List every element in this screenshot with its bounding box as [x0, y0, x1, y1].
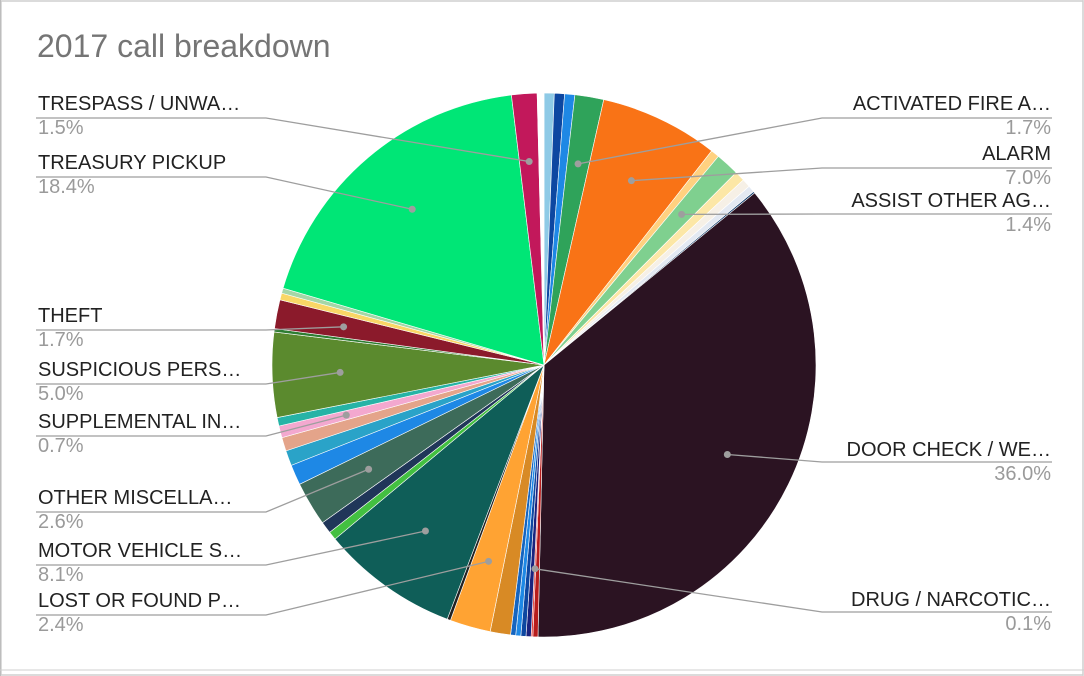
- label-percent: 2.4%: [38, 614, 84, 636]
- leader-dot: [627, 177, 635, 185]
- leader-line: [534, 568, 1052, 613]
- label-name: MOTOR VEHICLE S…: [38, 540, 243, 562]
- leader-line: [36, 530, 426, 566]
- label-percent: 1.4%: [1005, 214, 1051, 236]
- leader-dot: [531, 565, 539, 573]
- label-door-check: DOOR CHECK / WE… 36.0%: [847, 438, 1051, 486]
- label-name: ALARM: [982, 143, 1051, 165]
- leader-line: [631, 167, 1052, 182]
- leader-line: [36, 371, 341, 385]
- label-name: LOST OR FOUND P…: [38, 590, 241, 612]
- leader-line: [36, 560, 489, 616]
- label-percent: 2.6%: [38, 511, 84, 533]
- leader-dot: [365, 465, 373, 473]
- leader-line: [36, 414, 347, 437]
- leader-line: [36, 468, 369, 513]
- label-percent: 1.5%: [38, 117, 84, 139]
- label-name: DRUG / NARCOTIC…: [851, 589, 1051, 611]
- label-percent: 1.7%: [1005, 117, 1051, 139]
- label-name: THEFT: [38, 305, 103, 327]
- pie-slice[interactable]: [536, 92, 545, 366]
- chart-title: 2017 call breakdown: [37, 28, 331, 64]
- leader-dot: [574, 160, 582, 168]
- label-name: DOOR CHECK / WE…: [846, 439, 1051, 461]
- label-name: ACTIVATED FIRE A…: [852, 93, 1051, 115]
- leader-dot: [408, 205, 416, 213]
- label-treasury: TREASURY PICKUP 18.4%: [38, 151, 226, 199]
- leader-dot: [678, 210, 686, 218]
- label-percent: 0.7%: [38, 435, 84, 457]
- label-lost-found: LOST OR FOUND P… 2.4%: [38, 589, 241, 637]
- leader-line: [36, 117, 530, 163]
- label-supplemental: SUPPLEMENTAL IN… 0.7%: [38, 410, 241, 458]
- leader-dot: [421, 527, 429, 535]
- label-percent: 8.1%: [38, 564, 84, 586]
- leader-dot: [342, 411, 350, 419]
- label-other-misc: OTHER MISCELLA… 2.6%: [38, 486, 232, 534]
- label-percent: 7.0%: [1005, 167, 1051, 189]
- label-percent: 5.0%: [38, 383, 84, 405]
- label-percent: 0.1%: [1005, 613, 1051, 635]
- leader-line: [727, 453, 1052, 463]
- label-drug: DRUG / NARCOTIC… 0.1%: [851, 588, 1051, 636]
- label-percent: 18.4%: [38, 176, 95, 198]
- label-activated-fire: ACTIVATED FIRE A… 1.7%: [853, 92, 1051, 140]
- label-alarm: ALARM 7.0%: [982, 142, 1051, 190]
- label-theft: THEFT 1.7%: [38, 304, 102, 352]
- label-name: OTHER MISCELLA…: [38, 487, 233, 509]
- leader-line: [36, 176, 413, 210]
- leader-dot: [340, 323, 348, 331]
- leader-dot: [525, 158, 533, 166]
- leader-dot: [723, 450, 731, 458]
- pie-slice[interactable]: [537, 192, 817, 638]
- label-assist-other: ASSIST OTHER AG… 1.4%: [851, 189, 1051, 237]
- label-percent: 1.7%: [38, 329, 84, 351]
- leader-dot: [336, 368, 344, 376]
- label-trespass: TRESPASS / UNWA… 1.5%: [38, 92, 240, 140]
- pie-slice[interactable]: [282, 94, 545, 366]
- label-name: TRESPASS / UNWA…: [38, 93, 241, 115]
- label-name: ASSIST OTHER AG…: [851, 190, 1051, 212]
- label-suspicious: SUSPICIOUS PERS… 5.0%: [38, 358, 241, 406]
- label-name: SUPPLEMENTAL IN…: [38, 411, 242, 433]
- leader-line: [36, 326, 344, 331]
- label-percent: 36.0%: [994, 463, 1051, 485]
- pie-slice[interactable]: [543, 99, 713, 366]
- label-name: TREASURY PICKUP: [38, 152, 227, 174]
- label-motor-vehicle: MOTOR VEHICLE S… 8.1%: [38, 539, 242, 587]
- leader-line: [577, 117, 1052, 165]
- label-name: SUSPICIOUS PERS…: [38, 359, 242, 381]
- leader-dot: [485, 557, 493, 565]
